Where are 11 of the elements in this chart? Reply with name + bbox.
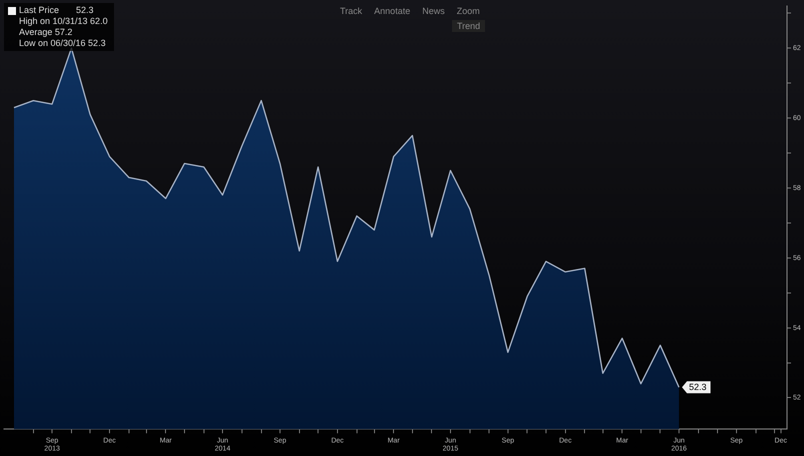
data-label: 52.3	[688, 382, 707, 392]
legend-label: Last Price	[19, 5, 60, 16]
annotation: News	[422, 6, 445, 16]
annotation: Annotate	[374, 6, 410, 16]
text: 52.3	[76, 5, 94, 15]
annotation: Track	[340, 6, 362, 16]
annotation: Zoom	[456, 6, 480, 16]
annotation: Trend	[452, 20, 486, 32]
annotation: Average 57.2	[18, 27, 74, 38]
annotation: High on 10/31/13 62.0	[18, 16, 108, 27]
annotation: Low on 06/30/16 52.3	[18, 38, 107, 49]
